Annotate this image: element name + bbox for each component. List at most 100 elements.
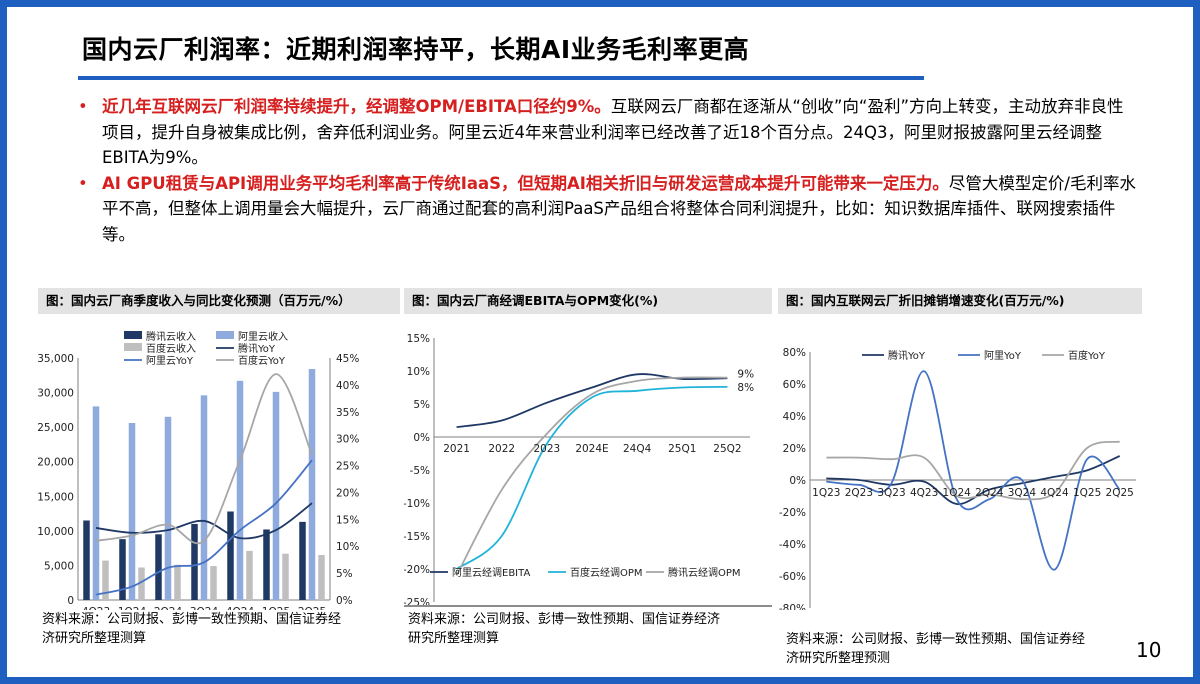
y-tick-label: -60% [779,571,806,583]
bar-baidu [174,564,181,600]
line-alibaba-yoy [95,459,313,596]
y2-tick-label: 30% [336,434,359,446]
bar-alibaba [272,391,280,600]
legend-label: 百度YoY [1068,349,1106,362]
y2-tick-label: 25% [336,461,359,473]
y-tick-label: 35,000 [38,353,74,365]
x-tick-label: 4Q23 [82,606,110,610]
line-tencent-yoy [95,502,313,540]
y2-tick-label: 35% [336,407,359,419]
y-tick-label: -25% [404,597,430,609]
x-tick-label: 2Q24 [975,487,1004,499]
depreciation-source: 资料来源：公司财报、彭博一致性预期、国信证券经 济研究所整理预测 [786,630,1085,668]
y-tick-label: 60% [783,379,806,391]
y-tick-label: 5% [413,399,430,411]
y2-tick-label: 20% [336,487,359,499]
bar-tencent [263,529,270,600]
y-tick-label: 0% [413,432,430,444]
y-tick-label: 10% [407,366,430,378]
bar-alibaba [308,369,316,600]
y2-tick-label: 15% [336,514,359,526]
y-tick-label: 5,000 [44,560,74,572]
source-line: 济研究所整理测算 [42,631,147,646]
x-tick-label: 4Q23 [910,487,938,499]
bar-tencent [83,520,90,600]
y-tick-label: -15% [404,531,430,543]
x-tick-label: 1Q25 [1073,487,1101,499]
bullet-list: • 近几年互联网云厂利润率持续提升，经调整OPM/EBITA口径约9%。互联网云… [76,94,1136,247]
x-tick-label: 1Q23 [812,487,840,499]
x-tick-label: 2023 [533,443,560,455]
bar-baidu [210,566,217,600]
x-tick-label: 2024E [575,443,608,455]
x-tick-label: 4Q24 [1040,487,1069,499]
legend-label: 百度云经调OPM [570,566,643,579]
bar-tencent [227,511,234,600]
panel-rule [404,605,772,607]
y-tick-label: -40% [779,539,806,551]
x-tick-label: 3Q24 [190,606,219,610]
x-tick-label: 1Q24 [118,606,147,610]
y-tick-label: -5% [410,465,430,477]
x-tick-label: 2Q25 [1106,487,1134,499]
y-tick-label: 15,000 [38,491,74,503]
y-tick-label: -80% [779,603,806,610]
y2-tick-label: 0% [336,595,353,607]
y-tick-label: 15% [407,333,430,345]
margin-source: 资料来源：公司财报、彭博一致性预期、国信证券经济 研究所整理测算 [408,610,720,648]
legend-label: 腾讯YoY [238,342,276,355]
x-tick-label: 2022 [488,443,515,455]
x-tick-label: 25Q2 [713,443,741,455]
title-rule [78,76,924,80]
x-tick-label: 3Q24 [1008,487,1037,499]
bar-baidu [282,553,289,600]
x-tick-label: 2Q23 [845,487,873,499]
source-line: 研究所整理测算 [408,631,500,646]
bullet-highlight: 近几年互联网云厂利润率持续提升，经调整OPM/EBITA口径约9%。 [102,97,611,116]
margin-chart-title: 图：国内云厂商经调EBITA与OPM变化(%) [404,288,772,314]
legend-label: 百度云收入 [146,342,196,355]
alibaba-yoy-line [826,370,1121,571]
source-line: 济研究所整理预测 [786,651,891,666]
tencent-opm-line [455,376,728,577]
page-number: 10 [1136,638,1162,662]
y-tick-label: 10,000 [38,526,74,538]
bar-alibaba [92,406,100,600]
x-tick-label: 3Q23 [877,487,905,499]
bar-baidu [102,560,109,600]
bullet-dot: • [78,173,88,193]
x-tick-label: 24Q4 [623,443,652,455]
x-tick-label: 1Q24 [943,487,972,499]
y2-tick-label: 45% [336,353,359,365]
margin-panel: 图：国内云厂商经调EBITA与OPM变化(%) -25% -20% -15% -10%… [404,288,772,664]
x-tick-label: 4Q24 [226,606,255,610]
baidu-yoy-line [826,440,1120,501]
revenue-chart-title: 图：国内云厂商季度收入与同比变化预测（百万元/%） [38,288,400,314]
data-label: 8% [737,382,754,394]
x-tick-label: 2Q24 [154,606,183,610]
y-tick-label: -10% [404,498,430,510]
bullet-item: • AI GPU租赁与API调用业务平均毛利率高于传统IaaS，但短期AI相关折… [76,171,1136,248]
bullet-highlight: AI GPU租赁与API调用业务平均毛利率高于传统IaaS，但短期AI相关折旧与… [102,173,949,193]
y2-tick-label: 10% [336,541,359,553]
depreciation-chart: -80% -60% -40% -20% 0% 20% 40% 60% 80% 1Q23 2Q23 3Q… [779,347,1136,610]
legend-label: 百度云YoY [238,354,286,367]
bar-alibaba [164,416,172,600]
bar-baidu [246,550,253,600]
page-title: 国内云厂利润率：近期利润率持平，长期AI业务毛利率更高 [82,35,750,64]
y-tick-label: 0 [67,595,74,607]
bullet-text: 尽管大模型定价/毛利率水平不高，但整体上调用量会大幅提升，云厂商通过配套的高利润… [102,173,1136,244]
bar-tencent [191,523,198,600]
data-label: 9% [737,369,754,381]
bullet-dot: • [78,97,88,116]
y-tick-label: 40% [783,411,806,423]
revenue-panel: 图：国内云厂商季度收入与同比变化预测（百万元/%） 0 5,000 10,000 15… [38,288,400,664]
y2-tick-label: 5% [336,568,353,580]
x-tick-label: 2Q25 [298,606,326,610]
y-tick-label: -20% [404,564,430,576]
legend-label: 腾讯云收入 [146,330,196,343]
bar-alibaba [200,395,208,600]
y-tick-label: 80% [783,347,806,359]
bar-alibaba [128,422,136,600]
